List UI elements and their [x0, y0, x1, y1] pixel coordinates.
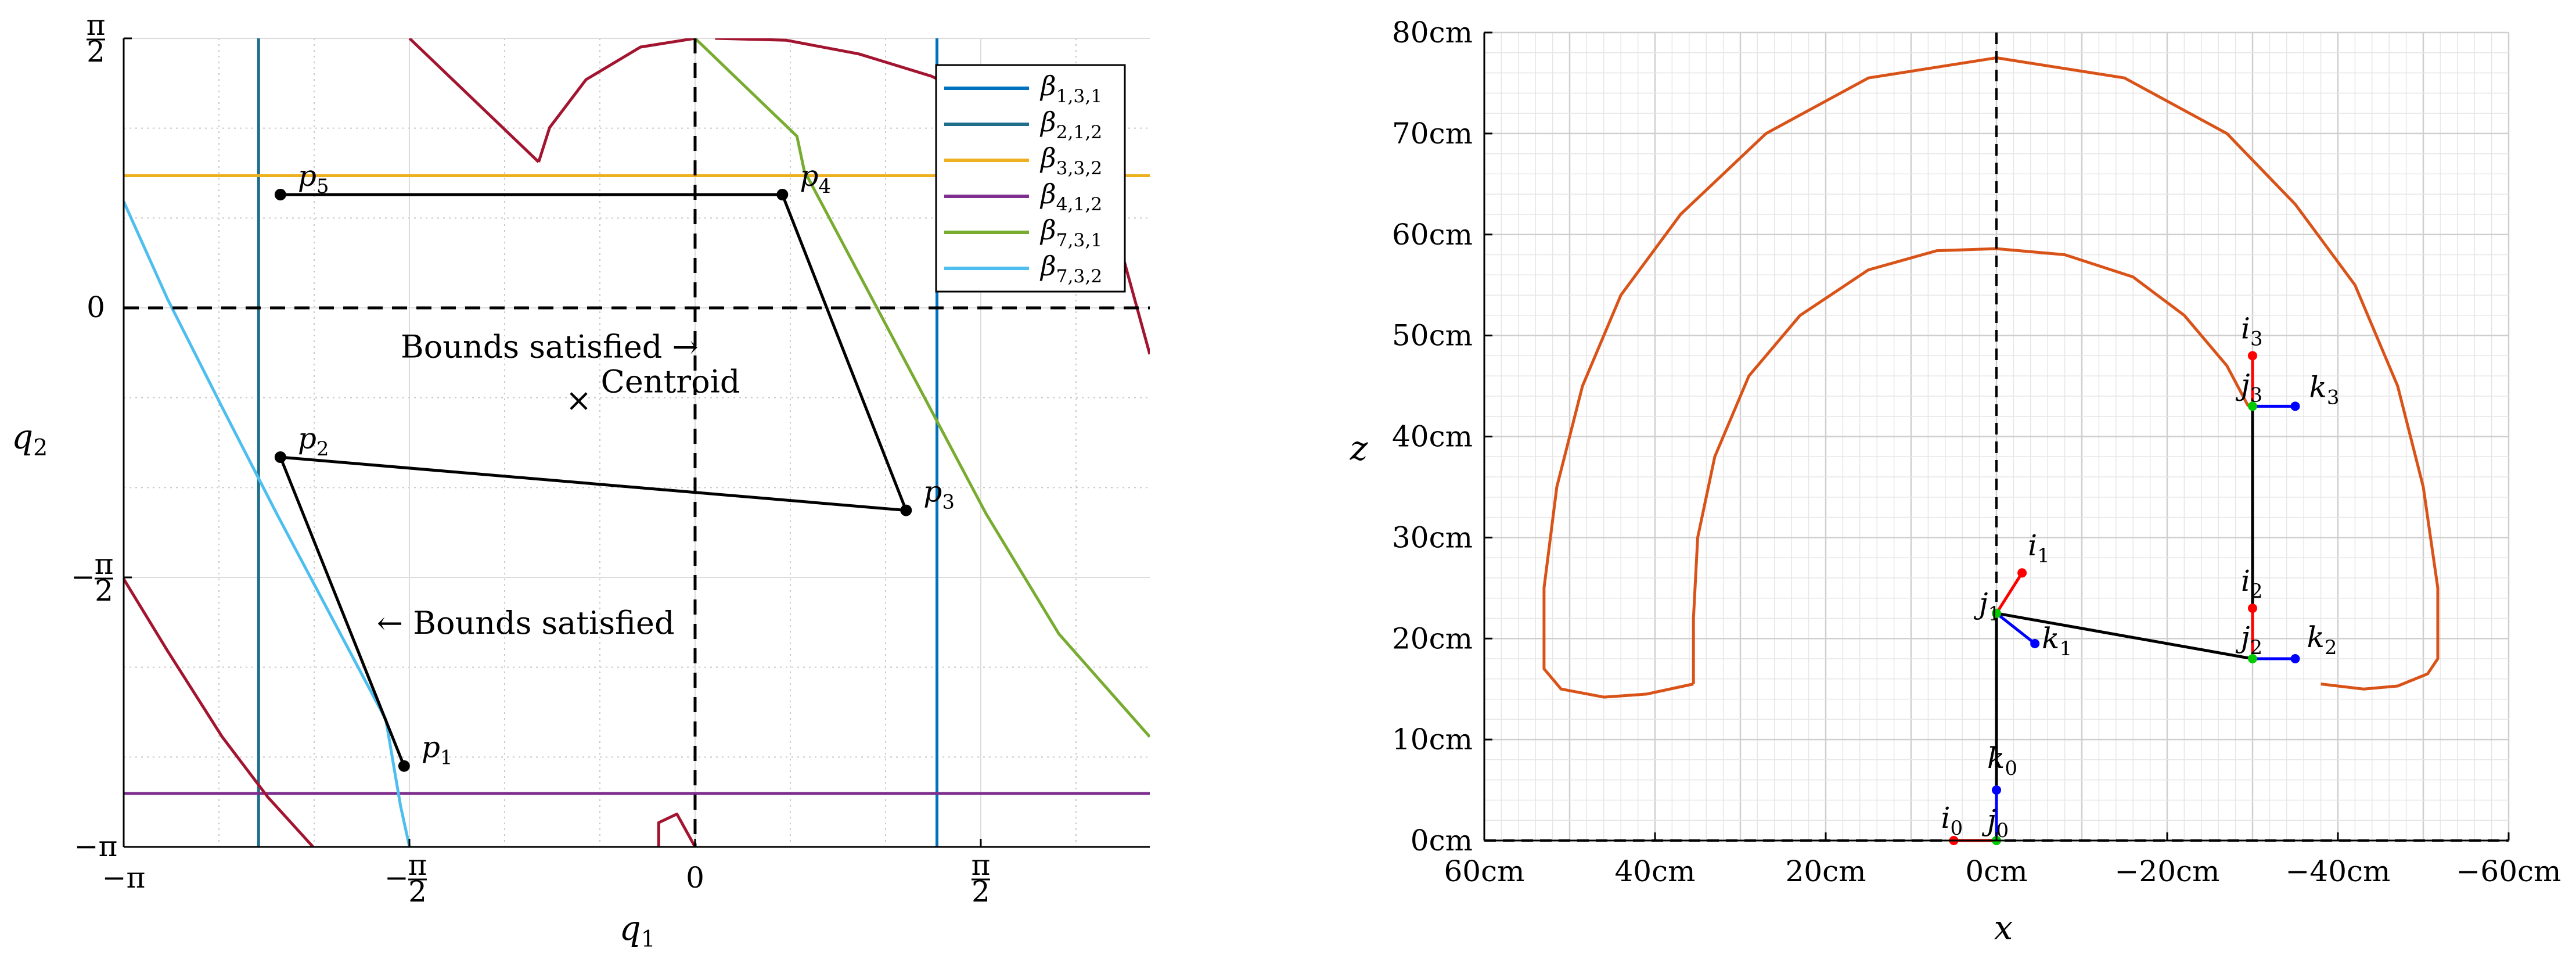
x-tick-label-2: 0cm — [1965, 854, 2027, 888]
x-tick-label: −π2 — [384, 848, 427, 908]
polygon-vertex — [776, 189, 789, 201]
frame-label-k: k1 — [2042, 622, 2072, 660]
x-tick-label-2: 40cm — [1614, 854, 1695, 888]
legend-entry: β7,3,1 — [1039, 214, 1102, 251]
frame-origin-j — [2248, 654, 2257, 664]
x-tick-label: 0 — [686, 861, 704, 895]
legend-entry: β1,3,1 — [1039, 70, 1102, 107]
frame-origin-j — [1992, 608, 2001, 618]
boundary-curve-10 — [657, 812, 697, 847]
series-line-5 — [124, 200, 411, 847]
x-tick-label-2: 60cm — [1444, 854, 1524, 888]
frame-tip-i — [2248, 351, 2257, 361]
y-axis-label-2: z — [1350, 429, 1368, 468]
vertex-label: p5 — [298, 159, 329, 198]
vertex-label: p4 — [800, 159, 831, 198]
y-tick-label-num: π — [87, 8, 106, 42]
frame-tip-i — [2017, 568, 2027, 578]
x-axis-label-2: x — [1994, 908, 2013, 947]
frame-label-i: i1 — [2028, 529, 2050, 568]
y-tick-label-den: 2 — [87, 35, 105, 69]
polygon-vertex — [274, 189, 286, 201]
y-tick-label-2: 0cm — [1411, 824, 1473, 857]
annotation-1: ← Bounds satisfied — [377, 605, 675, 641]
legend-entry: β4,1,2 — [1039, 178, 1102, 215]
frame-label-j: j2 — [2235, 620, 2262, 659]
workspace-inner-boundary — [1692, 247, 2250, 684]
y-tick-label: −π — [74, 829, 118, 863]
y-tick-label-2: 10cm — [1392, 723, 1473, 756]
y-tick-label: 0 — [87, 290, 105, 324]
series-line-4 — [694, 38, 1150, 738]
frame-tip-i — [2248, 604, 2257, 613]
x-tick-label-2: −60cm — [2456, 854, 2561, 888]
y-tick-label-2: 20cm — [1392, 622, 1473, 655]
vertex-label: p1 — [422, 731, 453, 770]
legend-entry: β2,1,2 — [1039, 106, 1102, 143]
frame-origin-j — [2248, 401, 2257, 411]
legend-box — [935, 64, 1126, 293]
polygon-vertex — [900, 504, 912, 516]
frame-label-k: k2 — [2307, 620, 2337, 659]
x-tick-label-num: π — [972, 848, 991, 882]
frame-tip-k — [2030, 638, 2040, 648]
x-tick-label-den: 2 — [408, 875, 427, 908]
boundary-curve-9 — [124, 578, 315, 847]
y-tick-label-den: 2 — [95, 574, 113, 608]
x-tick-label-2: 20cm — [1785, 854, 1866, 888]
y-tick-label: π2 — [87, 8, 106, 69]
y-tick-label: −π2 — [71, 547, 113, 608]
frame-tip-k — [1992, 785, 2001, 795]
x-tick-label: −π — [102, 861, 146, 895]
frame-label-i: i2 — [2241, 564, 2263, 603]
y-tick-label-sign: − — [71, 560, 95, 594]
robot-link-1 — [1996, 612, 2253, 660]
x-tick-label-2: −40cm — [2286, 854, 2391, 888]
x-tick-label-den: 2 — [972, 875, 990, 908]
frame-axis-k — [1995, 612, 2036, 645]
vertex-label: p2 — [298, 422, 329, 461]
frame-label-i: i0 — [1941, 801, 1963, 840]
boundary-curve-7 — [537, 38, 696, 163]
legend: β1,3,1β2,1,2β3,3,2β4,1,2β7,3,1β7,3,2 — [935, 64, 1126, 293]
x-tick-label-2: −20cm — [2115, 854, 2220, 888]
polygon-vertex — [274, 451, 286, 463]
y-axis-label: q2 — [12, 417, 48, 461]
y-tick-label-2: 40cm — [1392, 420, 1473, 454]
frame-label-j: j0 — [1981, 803, 2009, 842]
y-tick-label-2: 70cm — [1392, 117, 1473, 150]
frame-axis-i — [1995, 572, 2024, 615]
vertex-label: p3 — [923, 475, 955, 514]
annotation-0: Bounds satisfied → — [401, 329, 699, 365]
y-tick-label-2: 30cm — [1392, 520, 1473, 554]
frame-label-k: k3 — [2309, 370, 2340, 409]
y-tick-label-2: 50cm — [1392, 319, 1473, 353]
y-tick-label-2: 60cm — [1392, 218, 1473, 252]
centroid-marker: × — [566, 382, 592, 419]
legend-entry: β7,3,2 — [1039, 250, 1102, 287]
frame-tip-k — [2290, 654, 2300, 664]
x-tick-label-num: π — [408, 848, 427, 882]
frame-label-i: i3 — [2241, 311, 2263, 350]
legend-entry: β3,3,2 — [1039, 142, 1102, 179]
y-tick-label-num: π — [95, 547, 114, 581]
centroid-label: Centroid — [601, 364, 740, 400]
frame-label-k: k0 — [1987, 741, 2017, 780]
boundary-curve-6 — [408, 38, 540, 163]
y-tick-label-2: 80cm — [1392, 16, 1473, 49]
x-axis-label: q1 — [620, 908, 656, 953]
polygon-vertex — [398, 760, 410, 772]
x-tick-label: π2 — [972, 848, 991, 908]
frame-tip-k — [2290, 401, 2300, 411]
x-tick-label-sign: − — [384, 861, 409, 895]
